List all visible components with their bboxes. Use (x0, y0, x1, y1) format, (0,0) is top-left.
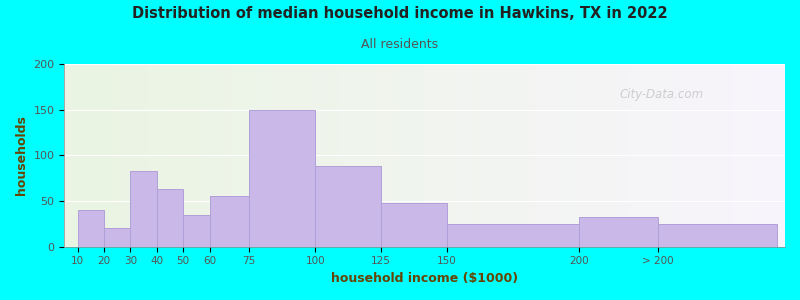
Bar (157, 189, 183, 247)
Bar (658, 224, 777, 247)
Text: All residents: All residents (362, 38, 438, 50)
Bar (183, 215, 210, 247)
Bar (249, 110, 315, 247)
Y-axis label: households: households (15, 116, 28, 195)
Bar (447, 224, 579, 247)
Bar (104, 229, 130, 247)
Text: Distribution of median household income in Hawkins, TX in 2022: Distribution of median household income … (132, 6, 668, 21)
Bar (130, 171, 157, 247)
X-axis label: household income ($1000): household income ($1000) (331, 272, 518, 285)
Bar (210, 196, 249, 247)
Bar (315, 166, 381, 247)
Text: City-Data.com: City-Data.com (619, 88, 703, 101)
Bar (78, 210, 104, 247)
Bar (381, 203, 447, 247)
Bar (579, 217, 658, 247)
